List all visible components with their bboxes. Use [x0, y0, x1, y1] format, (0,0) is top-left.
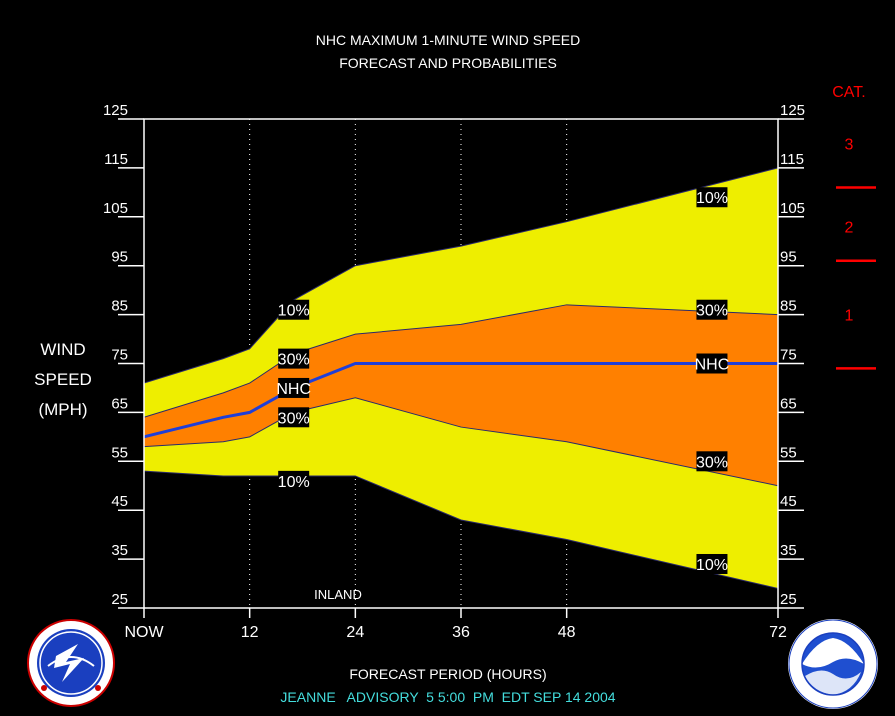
inner-band-30pct	[144, 304, 778, 486]
xtick-label-NOW: NOW	[124, 624, 164, 641]
ytick-label-right-35: 35	[780, 542, 797, 559]
label-bg-2	[278, 377, 310, 398]
probability-bands	[144, 167, 778, 589]
category-label-3: 3	[845, 136, 854, 153]
label-bg-0	[278, 299, 310, 320]
lower-30pct-line	[143, 397, 779, 487]
ytick-label-right-95: 95	[780, 249, 797, 266]
ytick-label-left-75: 75	[111, 347, 128, 364]
ytick-label-right-65: 65	[780, 395, 797, 412]
y-axis-label-line-3: (MPH)	[38, 400, 87, 419]
label-7: NHC	[695, 357, 730, 374]
upper-30pct-line	[143, 304, 779, 418]
label-bg-6	[696, 299, 728, 320]
series-lines	[143, 167, 779, 589]
y-axis-left: 25 35 45 55 65 75 85 95 105 115 125	[103, 102, 144, 609]
label-9: 10%	[696, 557, 728, 574]
ytick-label-left-65: 65	[111, 395, 128, 412]
label-bg-7	[696, 353, 728, 374]
upper-10pct-line	[143, 167, 779, 384]
label-8: 30%	[696, 454, 728, 471]
ytick-label-right-125: 125	[780, 102, 805, 119]
x-axis-label: FORECAST PERIOD (HOURS)	[349, 666, 546, 682]
label-3: 30%	[278, 410, 310, 427]
y-axis-label: WIND SPEED (MPH)	[34, 340, 92, 419]
category-title: CAT.	[832, 84, 865, 101]
label-bg-5	[696, 187, 728, 208]
label-bg-3	[278, 407, 310, 428]
ytick-label-left-55: 55	[111, 444, 128, 461]
chart-subtitle: FORECAST AND PROBABILITIES	[339, 55, 557, 71]
label-bg-8	[696, 451, 728, 472]
ytick-label-left-45: 45	[111, 493, 128, 510]
nhc-forecast-line	[143, 362, 778, 439]
category-label-1: 1	[845, 308, 854, 325]
ytick-label-left-25: 25	[111, 591, 128, 608]
label-6: 30%	[696, 303, 728, 320]
y-axis-label-line-2: SPEED	[34, 370, 92, 389]
probability-labels: 10% 30% NHC 30% 10% 10% 30% NHC 30% 10%	[276, 187, 729, 574]
ytick-label-left-115: 115	[104, 151, 128, 168]
label-1: 30%	[278, 352, 310, 369]
inland-annotation: INLAND	[314, 587, 362, 602]
lower-10pct-line	[143, 470, 779, 589]
xtick-label-72: 72	[769, 624, 787, 641]
ytick-label-right-45: 45	[780, 493, 797, 510]
label-bg-1	[278, 348, 310, 369]
label-5: 10%	[696, 190, 728, 207]
ytick-label-right-105: 105	[780, 200, 805, 217]
xtick-label-48: 48	[558, 624, 576, 641]
category-label-2: 2	[845, 220, 854, 237]
xtick-label-36: 36	[452, 624, 470, 641]
label-2: NHC	[276, 381, 311, 398]
y-axis-label-line-1: WIND	[40, 340, 85, 359]
ytick-label-left-35: 35	[111, 542, 128, 559]
chart-title: NHC MAXIMUM 1-MINUTE WIND SPEED	[316, 32, 580, 48]
y-axis-right: 25 35 45 55 65 75 85 95 105 115 125	[778, 102, 805, 609]
ytick-label-left-95: 95	[111, 249, 128, 266]
ytick-label-right-85: 85	[780, 298, 797, 315]
ytick-label-right-25: 25	[780, 591, 797, 608]
label-4: 10%	[278, 474, 310, 491]
label-bg-4	[278, 470, 310, 491]
noaa-logo	[788, 619, 878, 709]
x-axis: NOW 12 24 36 48 72	[124, 608, 787, 641]
national-weather-service-logo	[27, 619, 115, 707]
ytick-label-left-85: 85	[111, 298, 128, 315]
label-0: 10%	[278, 303, 310, 320]
ytick-label-right-75: 75	[780, 347, 797, 364]
label-bg-9	[696, 553, 728, 574]
ytick-label-right-115: 115	[780, 151, 804, 168]
hurricane-categories: 3 2 1	[836, 136, 876, 370]
advisory-footer: JEANNE ADVISORY 5 5:00 PM EDT SEP 14 200…	[280, 689, 615, 705]
ytick-label-left-125: 125	[103, 102, 128, 119]
ytick-label-right-55: 55	[780, 444, 797, 461]
xtick-label-12: 12	[241, 624, 259, 641]
ytick-label-left-105: 105	[103, 200, 128, 217]
xtick-label-24: 24	[346, 624, 364, 641]
